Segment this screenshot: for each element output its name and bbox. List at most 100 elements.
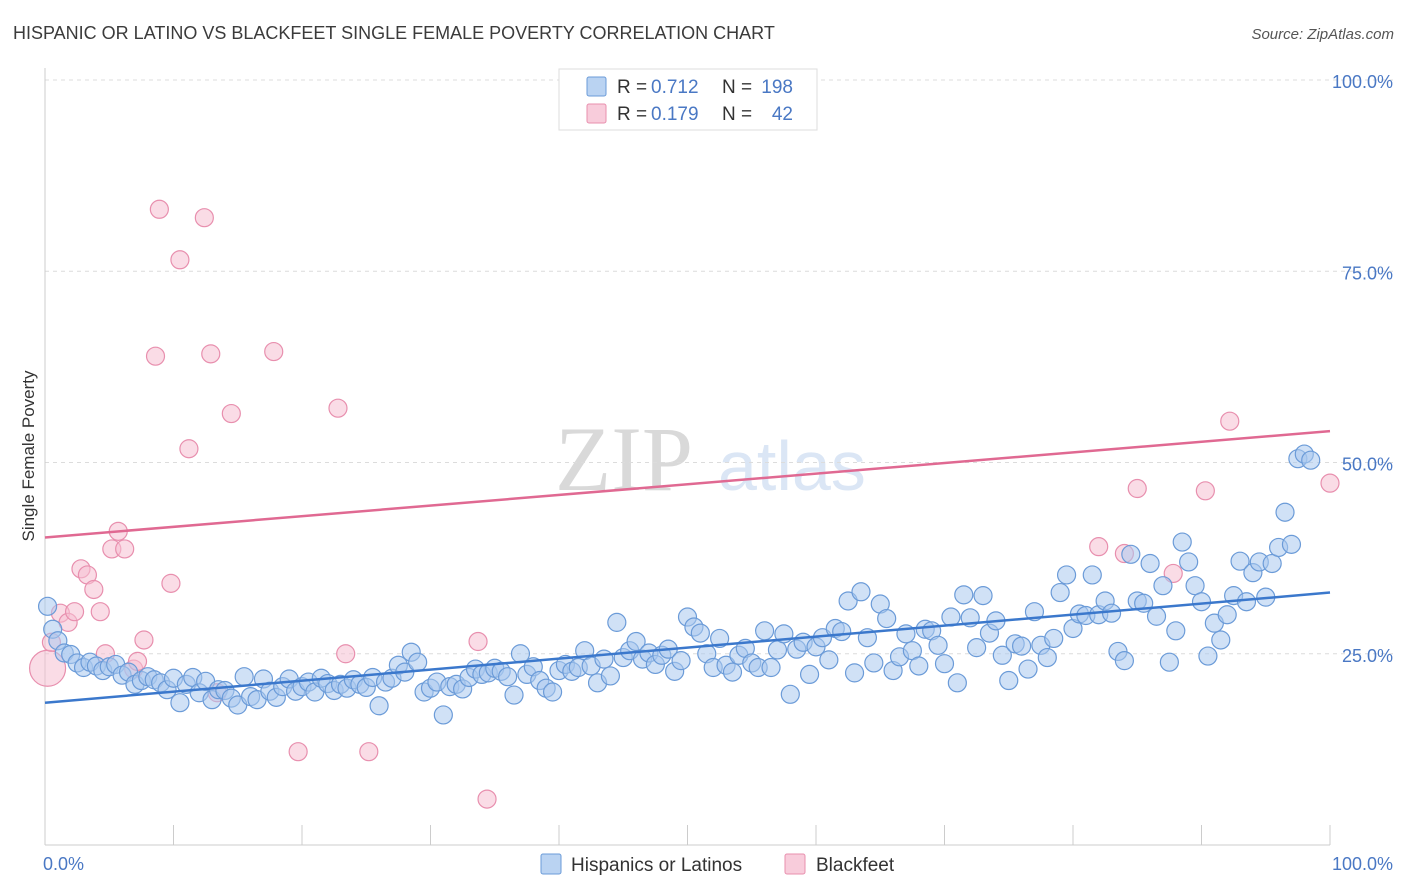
point-hispanic	[1211, 630, 1231, 650]
point-hispanic	[1159, 652, 1179, 672]
point-blackfeet	[359, 742, 379, 762]
legend-n-value-blackfeet: 42	[772, 104, 793, 125]
point-blackfeet	[1127, 478, 1147, 499]
x-tick-label: 100.0%	[1332, 854, 1393, 874]
trend-line-hispanic	[44, 591, 1331, 704]
point-blackfeet	[221, 403, 241, 424]
y-tick-label: 50.0%	[1342, 455, 1393, 475]
point-hispanic	[1037, 647, 1057, 668]
point-blackfeet	[149, 199, 169, 219]
point-blackfeet	[161, 573, 181, 593]
point-hispanic	[1044, 628, 1064, 649]
point-hispanic	[542, 682, 563, 702]
point-hispanic	[722, 662, 743, 682]
point-hispanic	[234, 667, 254, 687]
point-hispanic	[967, 638, 987, 658]
legend-n-label-hispanic: N =	[722, 77, 752, 98]
y-tick-label: 100.0%	[1332, 72, 1393, 92]
series-legend-label-hispanic: Hispanics or Latinos	[571, 855, 742, 876]
point-hispanic	[999, 670, 1019, 691]
trend-line-blackfeet	[44, 429, 1331, 539]
point-blackfeet	[477, 789, 497, 809]
point-blackfeet	[64, 602, 85, 622]
point-hispanic	[1275, 502, 1295, 522]
point-hispanic	[1153, 576, 1173, 596]
point-blackfeet	[84, 579, 104, 600]
legend-r-label-hispanic: R =	[617, 77, 647, 98]
point-hispanic	[1281, 534, 1302, 554]
point-hispanic	[1172, 532, 1192, 552]
point-hispanic	[1185, 576, 1205, 596]
point-hispanic	[947, 673, 967, 693]
point-hispanic	[1179, 552, 1199, 572]
point-hispanic	[37, 596, 58, 616]
point-hispanic	[1301, 450, 1321, 470]
point-hispanic	[1114, 651, 1135, 671]
point-hispanic	[844, 663, 865, 683]
point-hispanic	[369, 696, 389, 716]
point-hispanic	[767, 640, 788, 660]
point-hispanic	[973, 586, 993, 606]
series-legend-swatch-hispanic	[540, 853, 562, 875]
point-hispanic	[671, 651, 691, 671]
point-hispanic	[780, 684, 800, 704]
point-blackfeet	[201, 344, 221, 364]
point-blackfeet	[1163, 563, 1183, 584]
point-hispanic	[1101, 603, 1122, 623]
axes	[44, 68, 1331, 846]
point-blackfeet	[1320, 473, 1340, 493]
legend-r-label-blackfeet: R =	[617, 104, 647, 125]
x-tick-labels: 0.0% 100.0%	[43, 854, 1393, 874]
watermark-atlas: atlas	[718, 427, 866, 505]
point-hispanic	[864, 653, 884, 673]
point-hispanic	[832, 621, 852, 642]
point-hispanic	[1146, 606, 1167, 626]
point-blackfeet	[90, 602, 110, 622]
point-hispanic	[607, 612, 627, 632]
point-hispanic	[1121, 544, 1141, 564]
point-hispanic	[909, 656, 929, 676]
point-hispanic	[819, 650, 839, 670]
point-hispanic	[408, 652, 428, 672]
point-hispanic	[851, 582, 871, 602]
point-blackfeet	[170, 250, 190, 270]
point-hispanic	[690, 623, 710, 643]
point-blackfeet	[328, 398, 348, 418]
point-blackfeet	[264, 341, 284, 362]
series-legend: Hispanics or Latinos Blackfeet	[540, 853, 895, 876]
point-hispanic	[1056, 565, 1077, 585]
point-hispanic	[1230, 551, 1250, 571]
point-hispanic	[1050, 582, 1070, 603]
point-hispanic	[594, 649, 614, 669]
legend-r-value-blackfeet: 0.179	[651, 104, 699, 125]
point-blackfeet	[194, 208, 214, 228]
stats-legend: R = 0.712 N = 198 R = 0.179 N = 42	[558, 68, 818, 131]
point-hispanic	[1198, 646, 1218, 666]
point-blackfeet	[115, 539, 135, 559]
point-hispanic	[1024, 602, 1045, 622]
point-hispanic	[1082, 565, 1102, 585]
point-blackfeet	[179, 439, 199, 459]
point-hispanic	[504, 685, 524, 705]
point-hispanic	[799, 664, 820, 685]
chart-source: Source: ZipAtlas.com	[1251, 26, 1394, 43]
point-hispanic	[1018, 659, 1038, 679]
legend-swatch-blackfeet	[586, 103, 607, 124]
point-hispanic	[1166, 621, 1186, 641]
point-hispanic	[433, 705, 453, 725]
legend-n-label-blackfeet: N =	[722, 104, 752, 125]
point-hispanic	[761, 657, 781, 678]
series-legend-label-blackfeet: Blackfeet	[816, 855, 895, 876]
point-blackfeet	[468, 631, 488, 652]
point-hispanic	[954, 585, 974, 605]
series-legend-swatch-blackfeet	[784, 853, 806, 875]
point-hispanic	[754, 621, 775, 641]
y-tick-label: 25.0%	[1342, 646, 1393, 666]
point-hispanic	[600, 666, 621, 686]
point-hispanic	[877, 608, 897, 629]
point-hispanic	[1236, 592, 1257, 612]
point-hispanic	[928, 635, 948, 655]
point-hispanic	[1140, 553, 1160, 574]
point-blackfeet	[145, 346, 166, 366]
